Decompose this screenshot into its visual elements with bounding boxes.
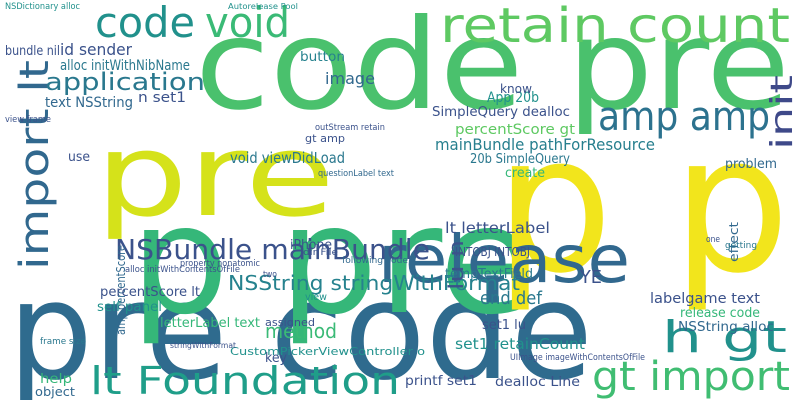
- word: letterLabel text: [160, 316, 260, 331]
- word: lu n: [444, 240, 468, 290]
- word: NSDictionary alloc: [5, 2, 80, 12]
- word: code: [95, 0, 195, 47]
- word: void viewDidLoad: [230, 149, 345, 167]
- word: know: [500, 82, 532, 96]
- word: getting: [725, 241, 757, 251]
- word: percentScore lt: [100, 285, 200, 300]
- word: retain count: [440, 0, 790, 54]
- word: outStream retain: [315, 123, 385, 133]
- word: amp amp: [598, 94, 770, 140]
- word: NSBundle mainBundle: [115, 233, 430, 266]
- word: stringWithFormat: [170, 341, 236, 350]
- word: view: [305, 292, 327, 303]
- word: image: [325, 69, 375, 88]
- word: dealloc Line: [495, 375, 580, 390]
- word: method: [265, 319, 337, 343]
- word: questionLabel text: [318, 169, 394, 179]
- word: gt amp: [305, 132, 345, 145]
- word: text NSString: [45, 95, 133, 111]
- word: 20b SimpleQuery: [470, 152, 570, 167]
- word: mainBundle pathForResource: [435, 135, 655, 154]
- word: CustomPickerViewController o: [230, 345, 425, 358]
- word: following code: [342, 256, 408, 266]
- word: tempTextField: [445, 267, 533, 282]
- word: import lt: [12, 60, 58, 270]
- word: property nonatomic: [180, 259, 260, 269]
- word: amp percentScore: [114, 245, 128, 335]
- word: n set1: [138, 90, 186, 106]
- word: code pre: [195, 0, 790, 138]
- word: release: [378, 221, 630, 298]
- word: problem: [725, 157, 777, 172]
- word: alloc initWithNibName: [60, 58, 190, 74]
- word: gt import: [592, 354, 790, 400]
- word: lt Foundation: [90, 359, 400, 400]
- word: init: [765, 75, 800, 150]
- word: INTOBJ INTOBJ: [455, 245, 530, 259]
- word: YE: [579, 267, 602, 288]
- word: UIImage imageWithContentsOfFile: [510, 353, 645, 363]
- word: SimpleQuery dealloc: [432, 105, 570, 120]
- word: printf set1: [405, 374, 477, 389]
- word: application: [45, 68, 205, 96]
- word: button: [300, 50, 345, 65]
- word: void: [205, 0, 290, 47]
- word: help: [40, 372, 72, 387]
- word: p p: [495, 94, 790, 315]
- word: release code: [680, 306, 760, 321]
- word: pre: [95, 109, 335, 243]
- word: dir File: [303, 248, 339, 258]
- word: Autorelease Pool: [228, 2, 298, 11]
- word: effect: [727, 222, 741, 262]
- word: two: [263, 270, 277, 280]
- word: p pre: [130, 174, 535, 348]
- word: pre code: [8, 253, 593, 400]
- word: percentScore gt: [455, 122, 576, 138]
- word: self panel: [97, 300, 162, 315]
- word: h gt: [662, 312, 787, 363]
- word: NSString stringWithFormat: [228, 271, 520, 295]
- word: view frame: [5, 115, 51, 125]
- word: iPhone: [290, 238, 332, 253]
- word: assigned: [265, 316, 315, 329]
- word: one: [706, 235, 720, 245]
- word: id sender: [60, 40, 132, 59]
- word: frame size: [40, 337, 86, 347]
- word: NSString alloc: [678, 320, 774, 335]
- word: create: [505, 166, 545, 181]
- word: object: [35, 385, 75, 399]
- word: alloc initWithContentsOfFile: [125, 265, 240, 275]
- word: App 20b: [487, 90, 539, 106]
- word: set1 retainCount: [455, 335, 585, 353]
- word: labelgame text: [650, 291, 761, 307]
- word: end def: [480, 288, 543, 309]
- word: set1 lu: [482, 318, 526, 333]
- word: use: [68, 150, 90, 165]
- word: key: [265, 351, 287, 366]
- word: bundle nil: [5, 44, 60, 59]
- word: lt letterLabel: [445, 219, 550, 237]
